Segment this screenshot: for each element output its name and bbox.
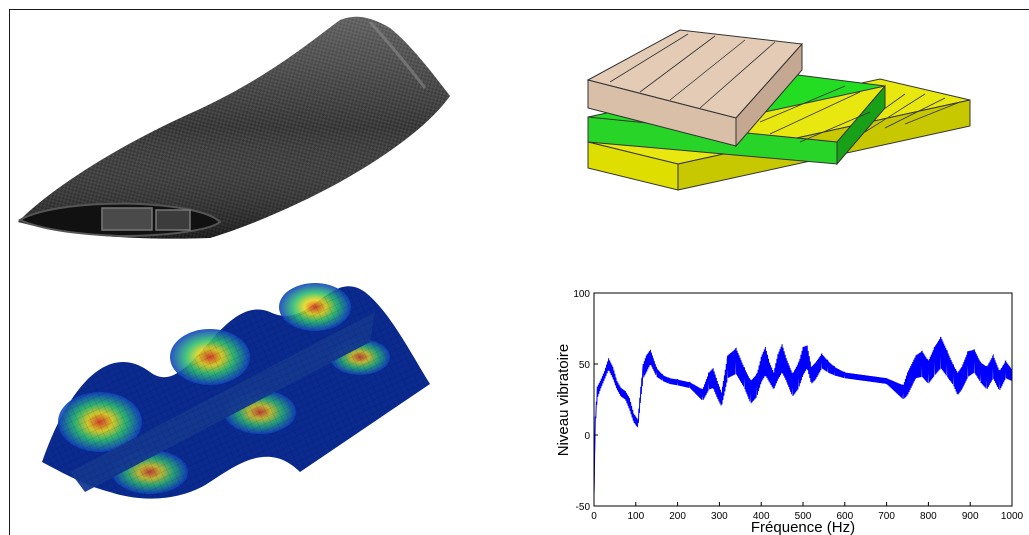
fe-mode-shape-image [42, 283, 430, 499]
y-axis-label: Niveau vibratoire [555, 344, 572, 457]
x-tick-label: 800 [920, 511, 937, 522]
x-tick-label: 300 [711, 511, 728, 522]
vibration-spectrum-chart: 0 100 200 300 400 500 600 700 800 900 1000 100500-… [555, 289, 1024, 535]
y-ticks: 100 50 0 -50 [573, 289, 598, 513]
x-tick-label: 600 [836, 511, 853, 522]
x-tick-label: 0 [591, 511, 597, 522]
x-tick-label: 700 [878, 511, 895, 522]
figure-frame [9, 9, 1029, 535]
plot-box [593, 292, 1013, 507]
x-ticks: 0 100 200 300 400 500 600 700 800 900 1000 [591, 502, 1024, 522]
y-tick-label: 0 [584, 431, 590, 442]
spectrum-series-line [593, 336, 1013, 495]
x-tick-label: 100 [627, 511, 644, 522]
y-tick-label: -50 [576, 502, 591, 513]
x-tick-label: 200 [669, 511, 686, 522]
y-tick-label: 100 [573, 289, 590, 300]
x-tick-label: 1000 [1001, 511, 1024, 522]
y-tick-label: 50 [579, 360, 591, 371]
ply-top-side-face [735, 42, 803, 148]
plot-area [593, 336, 1013, 495]
x-tick-label: 400 [753, 511, 770, 522]
carbon-fiber-blade-image [17, 16, 450, 239]
x-tick-label: 500 [795, 511, 812, 522]
x-tick-label: 900 [962, 511, 979, 522]
composite-layers-image [586, 29, 971, 191]
x-axis-label: Fréquence (Hz) [751, 519, 855, 535]
